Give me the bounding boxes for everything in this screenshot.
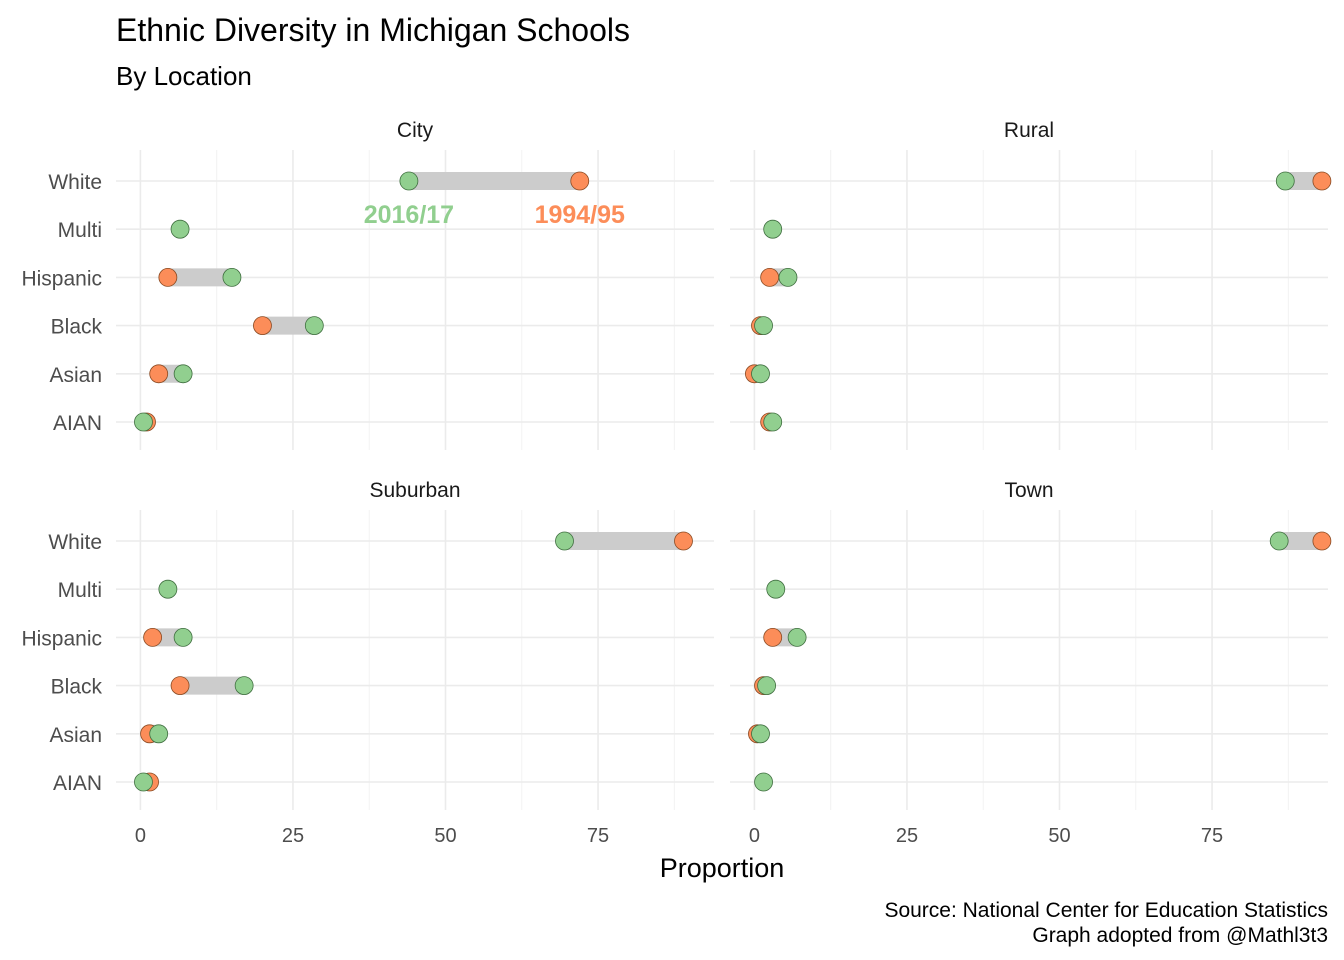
x-tick-label: 75 xyxy=(587,825,609,847)
point-2016-17 xyxy=(170,219,190,239)
point-2016-17 xyxy=(555,531,574,551)
panel-strip-title: Rural xyxy=(1004,119,1054,142)
y-tick-label: White xyxy=(48,531,102,554)
point-2016-17 xyxy=(778,267,798,287)
point-1994-95 xyxy=(674,531,693,551)
caption-credit: Graph adopted from @Mathl3t3 xyxy=(1032,924,1328,947)
point-2016-17 xyxy=(754,316,773,336)
point-2016-17 xyxy=(751,724,770,744)
y-tick-label: Multi xyxy=(58,219,102,242)
point-2016-17 xyxy=(1275,171,1295,191)
y-tick-label: Hispanic xyxy=(21,627,102,650)
point-2016-17 xyxy=(754,772,773,792)
point-2016-17 xyxy=(763,412,783,432)
y-tick-label: AIAN xyxy=(53,772,102,795)
point-2016-17 xyxy=(158,579,178,599)
y-tick-label: White xyxy=(48,171,102,194)
panels: City White Multi Hispanic Black Asian AIAN 2016… xyxy=(21,119,1332,847)
x-tick-label: 0 xyxy=(135,825,146,847)
y-tick-label: Black xyxy=(51,676,103,699)
y-tick-label: Multi xyxy=(58,579,102,602)
point-1994-95 xyxy=(253,316,272,336)
point-2016-17 xyxy=(304,316,324,336)
point-2016-17 xyxy=(134,412,153,432)
y-tick-label: Asian xyxy=(49,724,102,747)
chart-subtitle: By Location xyxy=(116,61,252,91)
point-1994-95 xyxy=(158,267,178,287)
point-2016-17 xyxy=(787,628,807,647)
x-axis-title: Proportion xyxy=(660,853,785,883)
chart-title: Ethnic Diversity in Michigan Schools xyxy=(116,12,630,48)
panel-strip-title: City xyxy=(397,119,434,142)
point-2016-17 xyxy=(222,267,242,287)
series-annotation: 1994/95 xyxy=(535,201,625,229)
caption-source: Source: National Center for Education St… xyxy=(884,899,1328,922)
panel-strip-title: Suburban xyxy=(369,479,460,502)
point-1994-95 xyxy=(170,676,190,695)
panel-suburban: Suburban White Multi Hispanic Black Asian AIAN… xyxy=(21,479,714,847)
x-tick-label: 50 xyxy=(1048,825,1070,847)
point-1994-95 xyxy=(149,364,169,384)
point-2016-17 xyxy=(149,724,169,744)
y-tick-label: Asian xyxy=(49,364,102,387)
x-tick-label: 50 xyxy=(434,825,456,847)
point-2016-17 xyxy=(1269,531,1289,551)
point-1994-95 xyxy=(763,628,783,647)
point-2016-17 xyxy=(173,364,193,384)
point-2016-17 xyxy=(763,219,783,239)
point-1994-95 xyxy=(1312,171,1332,191)
point-2016-17 xyxy=(757,676,777,695)
x-tick-label: 25 xyxy=(896,825,918,847)
panel-town: Town 0 25 50 75 xyxy=(730,479,1332,847)
point-1994-95 xyxy=(570,171,590,191)
point-1994-95 xyxy=(760,267,780,287)
panel-rural: Rural xyxy=(730,119,1332,450)
point-1994-95 xyxy=(143,628,163,647)
point-1994-95 xyxy=(1312,531,1332,551)
x-tick-label: 0 xyxy=(749,825,760,847)
point-2016-17 xyxy=(234,676,254,695)
point-2016-17 xyxy=(751,364,770,384)
panel-city: City White Multi Hispanic Black Asian AIAN 2016… xyxy=(21,119,714,450)
y-tick-label: AIAN xyxy=(53,412,102,435)
y-tick-label: Hispanic xyxy=(21,267,102,290)
point-2016-17 xyxy=(766,579,786,599)
point-2016-17 xyxy=(173,628,193,647)
y-tick-label: Black xyxy=(51,316,103,339)
x-tick-label: 25 xyxy=(282,825,304,847)
point-2016-17 xyxy=(399,171,419,191)
point-2016-17 xyxy=(134,772,153,792)
panel-strip-title: Town xyxy=(1004,479,1053,502)
x-tick-label: 75 xyxy=(1201,825,1223,847)
series-annotation: 2016/17 xyxy=(364,201,454,229)
